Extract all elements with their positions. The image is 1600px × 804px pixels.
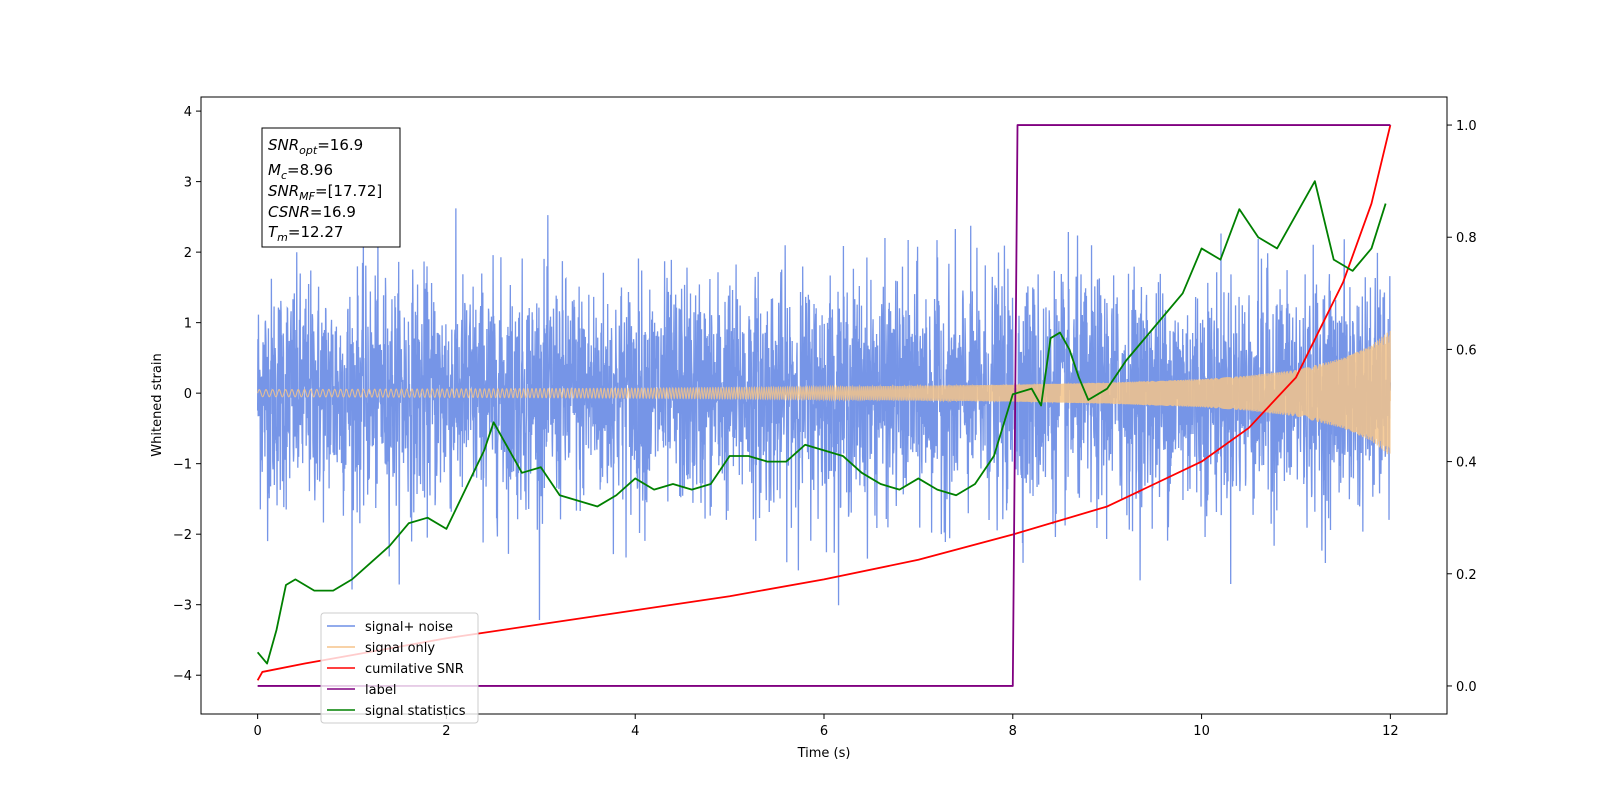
y-tick-label: −2 — [173, 528, 192, 543]
annotation-snr-mf-base: SNR — [268, 182, 299, 200]
y-tick-label: 0 — [184, 387, 192, 402]
y2-tick-label: 0.2 — [1456, 568, 1477, 583]
annotation-csnr-value: =16.9 — [310, 203, 356, 221]
y2-tick-label: 1.0 — [1456, 119, 1477, 134]
annotation-snr-mf-value: =[17.72] — [315, 182, 382, 200]
annotation-mc-base: M — [268, 161, 281, 179]
signal-series-layer — [257, 330, 1391, 455]
legend-label-signal-statistics: signal statistics — [365, 704, 466, 719]
y2-tick-label: 0.0 — [1456, 680, 1477, 695]
legend-label-signal-only: signal only — [365, 641, 435, 656]
annotation-line-csnr: CSNR=16.9 — [268, 203, 356, 221]
series-line-signal-statistics — [256, 180, 1387, 665]
chart-legend: signal+ noise signal only cumilative SNR… — [320, 612, 479, 724]
x-tick-label: 8 — [1009, 724, 1017, 739]
x-tick-label: 0 — [253, 724, 261, 739]
y-axis-title: Whitened strain — [150, 353, 165, 456]
y2-axis-ticks: 0.0 0.2 0.4 0.6 0.8 1.0 — [1447, 119, 1477, 695]
annotation-line-tm: Tm=12.27 — [268, 223, 343, 244]
y2-tick-label: 0.6 — [1456, 343, 1477, 358]
y-tick-label: 2 — [184, 246, 192, 261]
annotation-tm-sub: m — [277, 231, 288, 244]
annotation-snr-opt-value: =16.9 — [317, 136, 363, 154]
annotation-box: SNRopt=16.9 Mc=8.96 SNRMF=[17.72] CSNR=1… — [261, 127, 401, 248]
series-line-signal-noise — [256, 208, 1392, 621]
annotation-snr-opt-sub: opt — [299, 144, 318, 157]
y2-tick-label: 0.4 — [1456, 456, 1477, 471]
annotation-csnr-base: CSNR — [268, 203, 310, 221]
annotation-line-snr-mf: SNRMF=[17.72] — [268, 182, 382, 203]
noise-series-layer — [256, 208, 1392, 621]
legend-label-cumilative-snr: cumilative SNR — [365, 662, 464, 677]
x-tick-label: 2 — [442, 724, 450, 739]
y-tick-label: −1 — [173, 458, 192, 473]
annotation-snr-opt-base: SNR — [268, 136, 299, 154]
y-axis-ticks: −4 −3 −2 −1 0 1 2 3 4 — [173, 105, 201, 684]
series-line-signal-only — [257, 330, 1391, 455]
annotation-mc-value: =8.96 — [287, 161, 333, 179]
y-tick-label: 3 — [184, 176, 192, 191]
x-tick-label: 6 — [820, 724, 828, 739]
legend-label-label: label — [365, 683, 396, 698]
x-tick-label: 4 — [631, 724, 639, 739]
y-tick-label: −4 — [173, 669, 192, 684]
x-axis-ticks: 0 2 4 6 8 10 12 — [253, 714, 1399, 739]
y-tick-label: −3 — [173, 599, 192, 614]
legend-frame — [320, 612, 479, 724]
y-tick-label: 4 — [184, 105, 192, 120]
x-tick-label: 12 — [1382, 724, 1399, 739]
annotation-frame — [261, 127, 401, 248]
annotation-tm-value: =12.27 — [288, 223, 344, 241]
annotation-snr-mf-sub: MF — [299, 190, 315, 203]
x-tick-label: 10 — [1193, 724, 1210, 739]
x-axis-title: Time (s) — [797, 746, 851, 761]
legend-label-signal-noise: signal+ noise — [365, 620, 453, 635]
y-tick-label: 1 — [184, 317, 192, 332]
annotation-line-snr-opt: SNRopt=16.9 — [268, 136, 363, 157]
annotation-line-mc: Mc=8.96 — [268, 161, 333, 182]
annotation-tm-base: T — [268, 223, 279, 241]
annotation-mc-sub: c — [281, 169, 287, 182]
y2-tick-label: 0.8 — [1456, 231, 1477, 246]
series-line-label — [257, 124, 1391, 687]
